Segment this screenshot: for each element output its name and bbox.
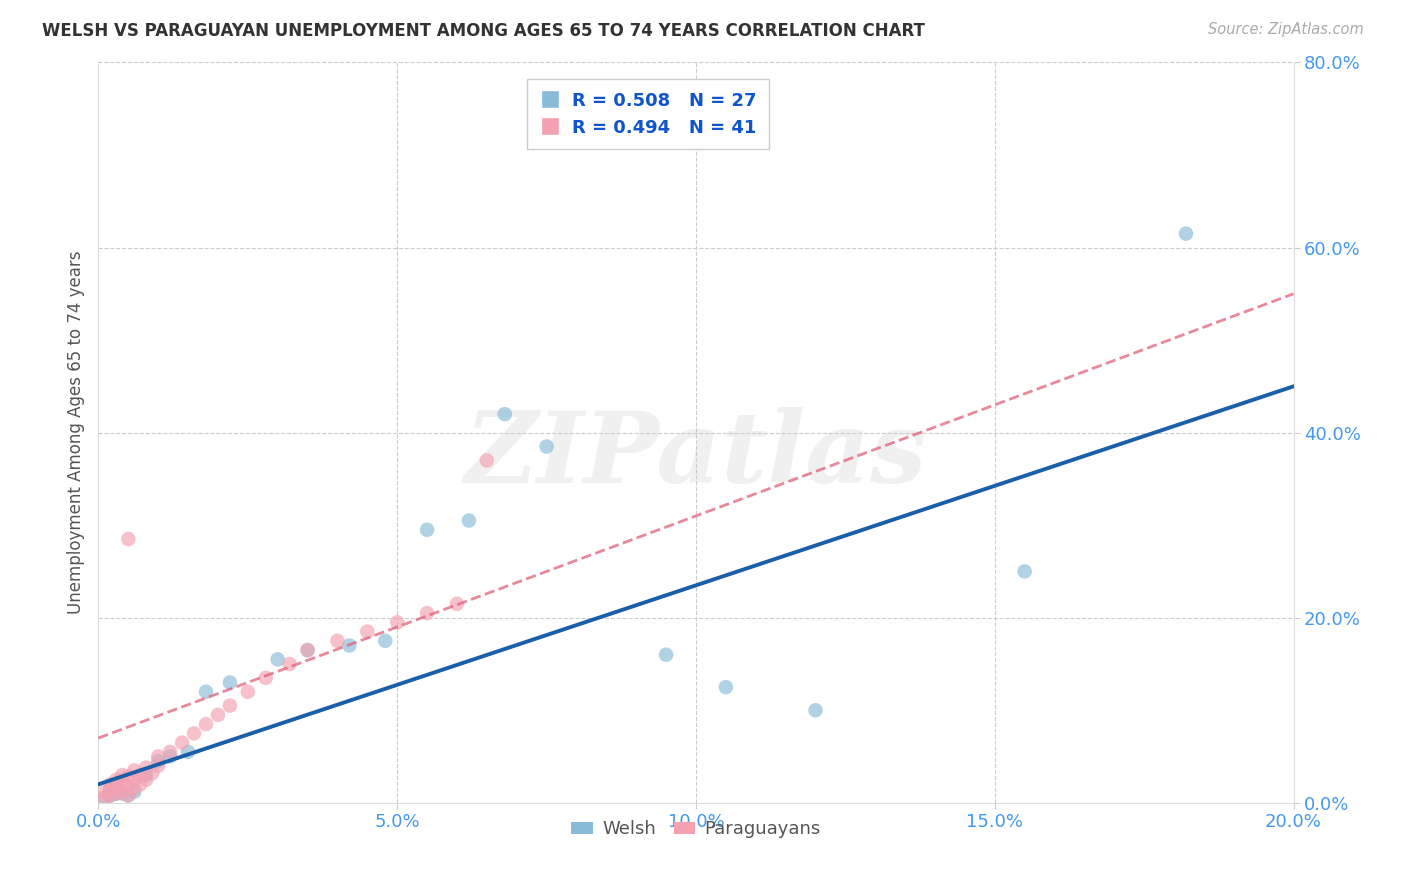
Text: WELSH VS PARAGUAYAN UNEMPLOYMENT AMONG AGES 65 TO 74 YEARS CORRELATION CHART: WELSH VS PARAGUAYAN UNEMPLOYMENT AMONG A…: [42, 22, 925, 40]
Point: [195, 685, 218, 699]
Point: [536, 440, 558, 454]
Point: [494, 407, 516, 421]
Point: [326, 633, 349, 648]
Point: [111, 768, 134, 782]
Point: [117, 779, 139, 793]
Point: [374, 633, 396, 648]
Point: [124, 781, 146, 796]
Point: [148, 754, 170, 768]
Text: Source: ZipAtlas.com: Source: ZipAtlas.com: [1208, 22, 1364, 37]
Point: [207, 707, 229, 722]
Point: [714, 680, 737, 694]
Point: [117, 532, 139, 546]
Point: [98, 781, 122, 796]
Point: [117, 770, 139, 784]
Point: [117, 789, 139, 803]
Point: [93, 785, 115, 799]
Point: [148, 758, 170, 772]
Point: [385, 615, 409, 630]
Point: [267, 652, 290, 666]
Point: [98, 781, 122, 796]
Point: [475, 453, 498, 467]
Legend: Welsh, Paraguayans: Welsh, Paraguayans: [564, 814, 828, 846]
Point: [105, 787, 128, 801]
Point: [98, 789, 122, 803]
Point: [124, 785, 146, 799]
Point: [111, 787, 134, 801]
Text: ZIPatlas: ZIPatlas: [465, 407, 927, 503]
Point: [219, 675, 242, 690]
Point: [105, 777, 128, 791]
Point: [278, 657, 301, 671]
Point: [105, 772, 128, 787]
Point: [98, 777, 122, 791]
Point: [93, 791, 115, 805]
Point: [177, 745, 200, 759]
Point: [195, 717, 218, 731]
Point: [356, 624, 378, 639]
Point: [129, 777, 152, 791]
Point: [219, 698, 242, 713]
Point: [254, 671, 277, 685]
Point: [159, 749, 181, 764]
Point: [129, 768, 152, 782]
Point: [124, 764, 146, 778]
Point: [124, 772, 146, 787]
Point: [117, 789, 139, 803]
Point: [159, 745, 181, 759]
Point: [135, 761, 157, 775]
Point: [135, 768, 157, 782]
Y-axis label: Unemployment Among Ages 65 to 74 years: Unemployment Among Ages 65 to 74 years: [66, 251, 84, 615]
Point: [135, 772, 157, 787]
Point: [172, 736, 194, 750]
Point: [297, 643, 319, 657]
Point: [1014, 565, 1036, 579]
Point: [98, 789, 122, 803]
Point: [105, 779, 128, 793]
Point: [183, 726, 205, 740]
Point: [416, 523, 439, 537]
Point: [141, 766, 163, 780]
Point: [111, 775, 134, 789]
Point: [446, 597, 468, 611]
Point: [655, 648, 678, 662]
Point: [105, 787, 128, 801]
Point: [236, 685, 259, 699]
Point: [804, 703, 827, 717]
Point: [297, 643, 319, 657]
Point: [339, 639, 361, 653]
Point: [458, 514, 481, 528]
Point: [148, 749, 170, 764]
Point: [93, 791, 115, 805]
Point: [416, 606, 439, 620]
Point: [111, 785, 134, 799]
Point: [1175, 227, 1198, 241]
